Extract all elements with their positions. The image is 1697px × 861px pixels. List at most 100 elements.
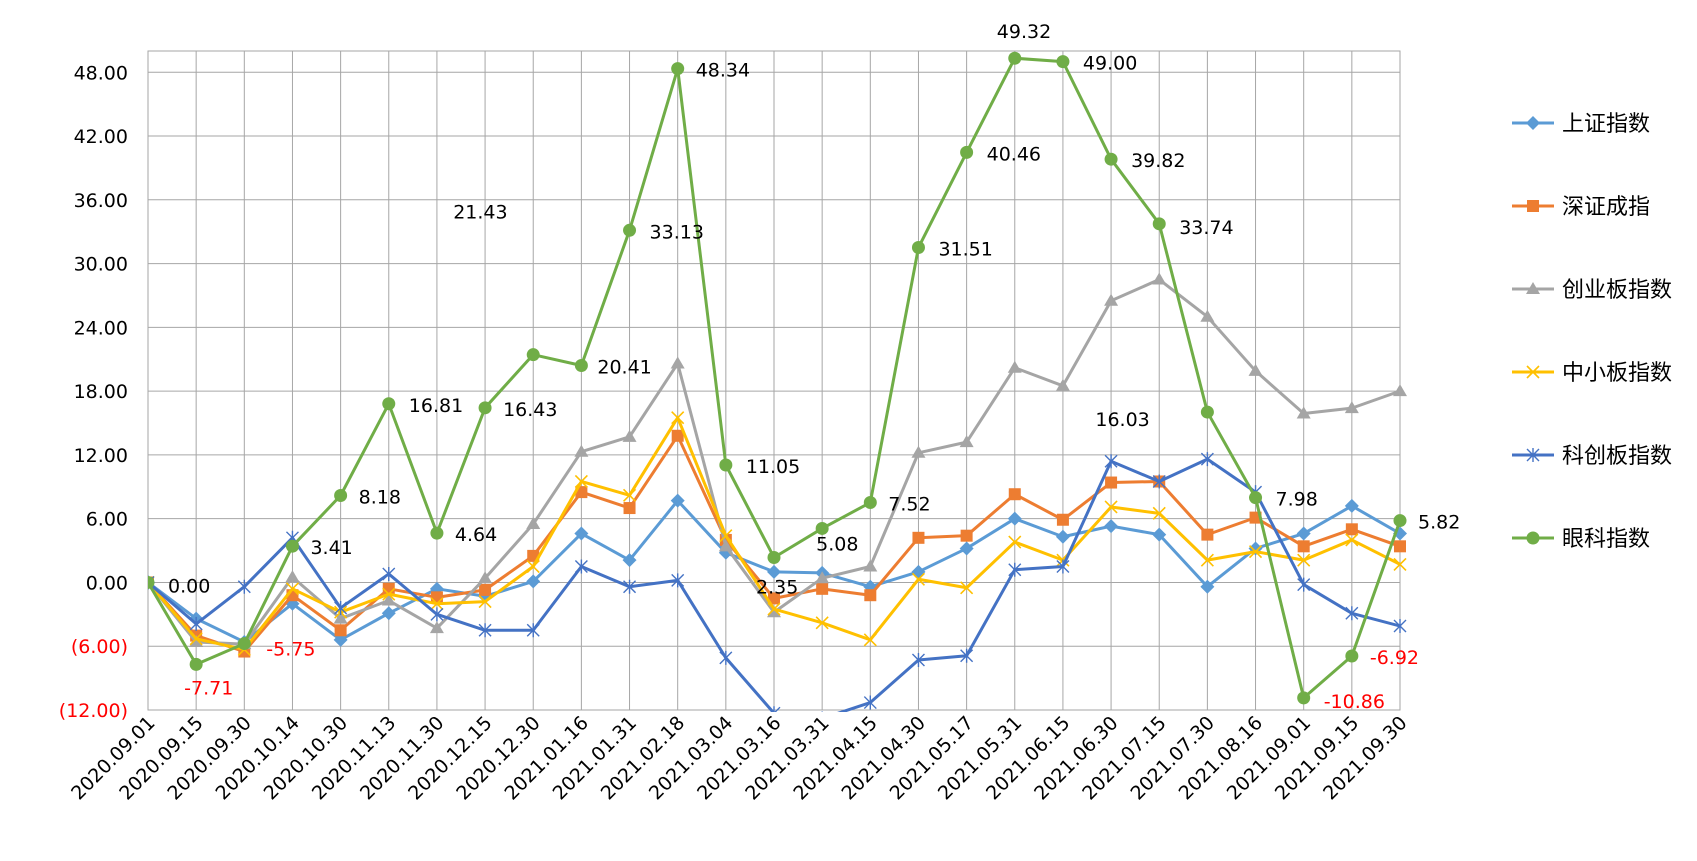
- data-label: 5.08: [816, 533, 858, 555]
- marker-circle: [189, 657, 203, 671]
- marker-square: [1201, 528, 1214, 541]
- marker-square: [1394, 540, 1406, 553]
- data-label: 16.43: [503, 399, 557, 421]
- data-label: 3.41: [310, 537, 352, 559]
- marker-circle: [285, 539, 299, 553]
- legend-item-4: 中小板指数: [1512, 361, 1672, 386]
- marker-square: [1008, 488, 1021, 501]
- marker-star: [574, 559, 588, 574]
- y-tick-label: 24.00: [74, 317, 128, 339]
- marker-x: [767, 602, 781, 616]
- marker-triangle: [863, 559, 878, 572]
- marker-diamond: [333, 632, 348, 647]
- marker-circle: [430, 526, 444, 540]
- marker-diamond: [1296, 526, 1311, 541]
- marker-triangle: [1344, 401, 1359, 414]
- data-label: 48.34: [696, 60, 750, 82]
- y-tick-label: 0.00: [86, 572, 128, 594]
- marker-triangle: [959, 435, 974, 448]
- y-axis: (12.00) (6.00) 0.00 6.00 12.00 18.00 24.00 30.0…: [59, 62, 128, 722]
- marker-triangle: [333, 611, 348, 624]
- marker-star: [911, 653, 925, 668]
- marker-x: [1248, 545, 1263, 559]
- marker-star: [1297, 577, 1311, 592]
- marker-x: [189, 632, 203, 646]
- marker-circle: [1249, 491, 1263, 505]
- marker-star: [430, 607, 444, 622]
- marker-x: [285, 582, 300, 596]
- y-tick-label: 36.00: [74, 190, 128, 212]
- marker-star: [960, 648, 974, 663]
- marker-triangle: [1055, 378, 1070, 391]
- marker-star: [189, 616, 203, 631]
- marker-diamond: [381, 606, 396, 621]
- marker-triangle: [1152, 272, 1167, 285]
- marker-circle: [815, 521, 829, 535]
- marker-star: [863, 695, 877, 710]
- y-tick-label: 12.00: [74, 445, 128, 467]
- marker-star: [478, 623, 492, 638]
- marker-x: [1297, 553, 1311, 567]
- marker-diamond: [574, 526, 589, 541]
- data-label: 40.46: [987, 143, 1041, 165]
- marker-diamond: [1104, 519, 1119, 534]
- marker-circle: [478, 401, 492, 415]
- marker-circle: [1526, 531, 1540, 545]
- marker-square: [1297, 540, 1310, 553]
- y-tick-label: (12.00): [59, 700, 128, 722]
- marker-square: [479, 583, 492, 596]
- marker-circle: [334, 489, 348, 503]
- marker-star: [1526, 448, 1540, 462]
- legend-item-2: 深证成指: [1512, 195, 1650, 220]
- marker-circle: [960, 145, 974, 159]
- y-tick-label: 48.00: [74, 62, 128, 84]
- marker-circle: [623, 223, 637, 237]
- marker-circle: [719, 458, 733, 472]
- marker-square: [864, 589, 877, 602]
- marker-x: [960, 581, 974, 595]
- marker-triangle: [815, 571, 830, 584]
- marker-circle: [1200, 405, 1214, 419]
- marker-diamond: [670, 493, 685, 508]
- series-4: [148, 411, 1407, 656]
- marker-star: [719, 650, 733, 665]
- marker-diamond: [1007, 511, 1022, 526]
- data-label: 33.74: [1179, 217, 1233, 239]
- legend-label: 中小板指数: [1562, 361, 1672, 386]
- data-label: 49.32: [997, 21, 1051, 43]
- marker-diamond: [959, 541, 974, 556]
- data-label: -5.75: [266, 639, 315, 661]
- marker-star: [1200, 452, 1214, 467]
- legend-label: 上证指数: [1562, 112, 1650, 137]
- legend-item-6: 眼科指数: [1512, 527, 1650, 552]
- marker-triangle: [1393, 384, 1407, 397]
- marker-x: [1008, 535, 1022, 549]
- series-6: [148, 51, 1407, 705]
- marker-square: [768, 592, 780, 605]
- legend-label: 深证成指: [1562, 195, 1650, 220]
- marker-circle: [237, 637, 251, 651]
- y-tick-label: (6.00): [71, 636, 128, 658]
- marker-circle: [382, 397, 396, 411]
- data-labels: 0.00 -7.71 -5.75 3.41 8.18 16.81 4.64 16.43 21.4…: [168, 21, 1460, 713]
- marker-diamond: [1200, 579, 1215, 594]
- marker-star: [1345, 606, 1359, 621]
- marker-square: [912, 531, 925, 544]
- marker-x: [719, 529, 733, 543]
- marker-circle: [671, 62, 685, 76]
- marker-diamond: [1152, 527, 1167, 542]
- data-label: 33.13: [650, 221, 704, 243]
- marker-triangle: [1248, 363, 1263, 376]
- marker-circle: [863, 496, 877, 510]
- marker-diamond: [1526, 116, 1540, 130]
- marker-circle: [574, 359, 588, 373]
- marker-star: [1008, 562, 1022, 577]
- marker-x: [1526, 365, 1540, 379]
- marker-square: [1056, 513, 1069, 526]
- legend-item-3: 创业板指数: [1512, 278, 1672, 303]
- marker-diamond: [526, 574, 541, 589]
- marker-x: [1393, 557, 1407, 571]
- marker-diamond: [1055, 529, 1070, 544]
- marker-x: [863, 633, 877, 647]
- marker-circle: [1393, 514, 1407, 528]
